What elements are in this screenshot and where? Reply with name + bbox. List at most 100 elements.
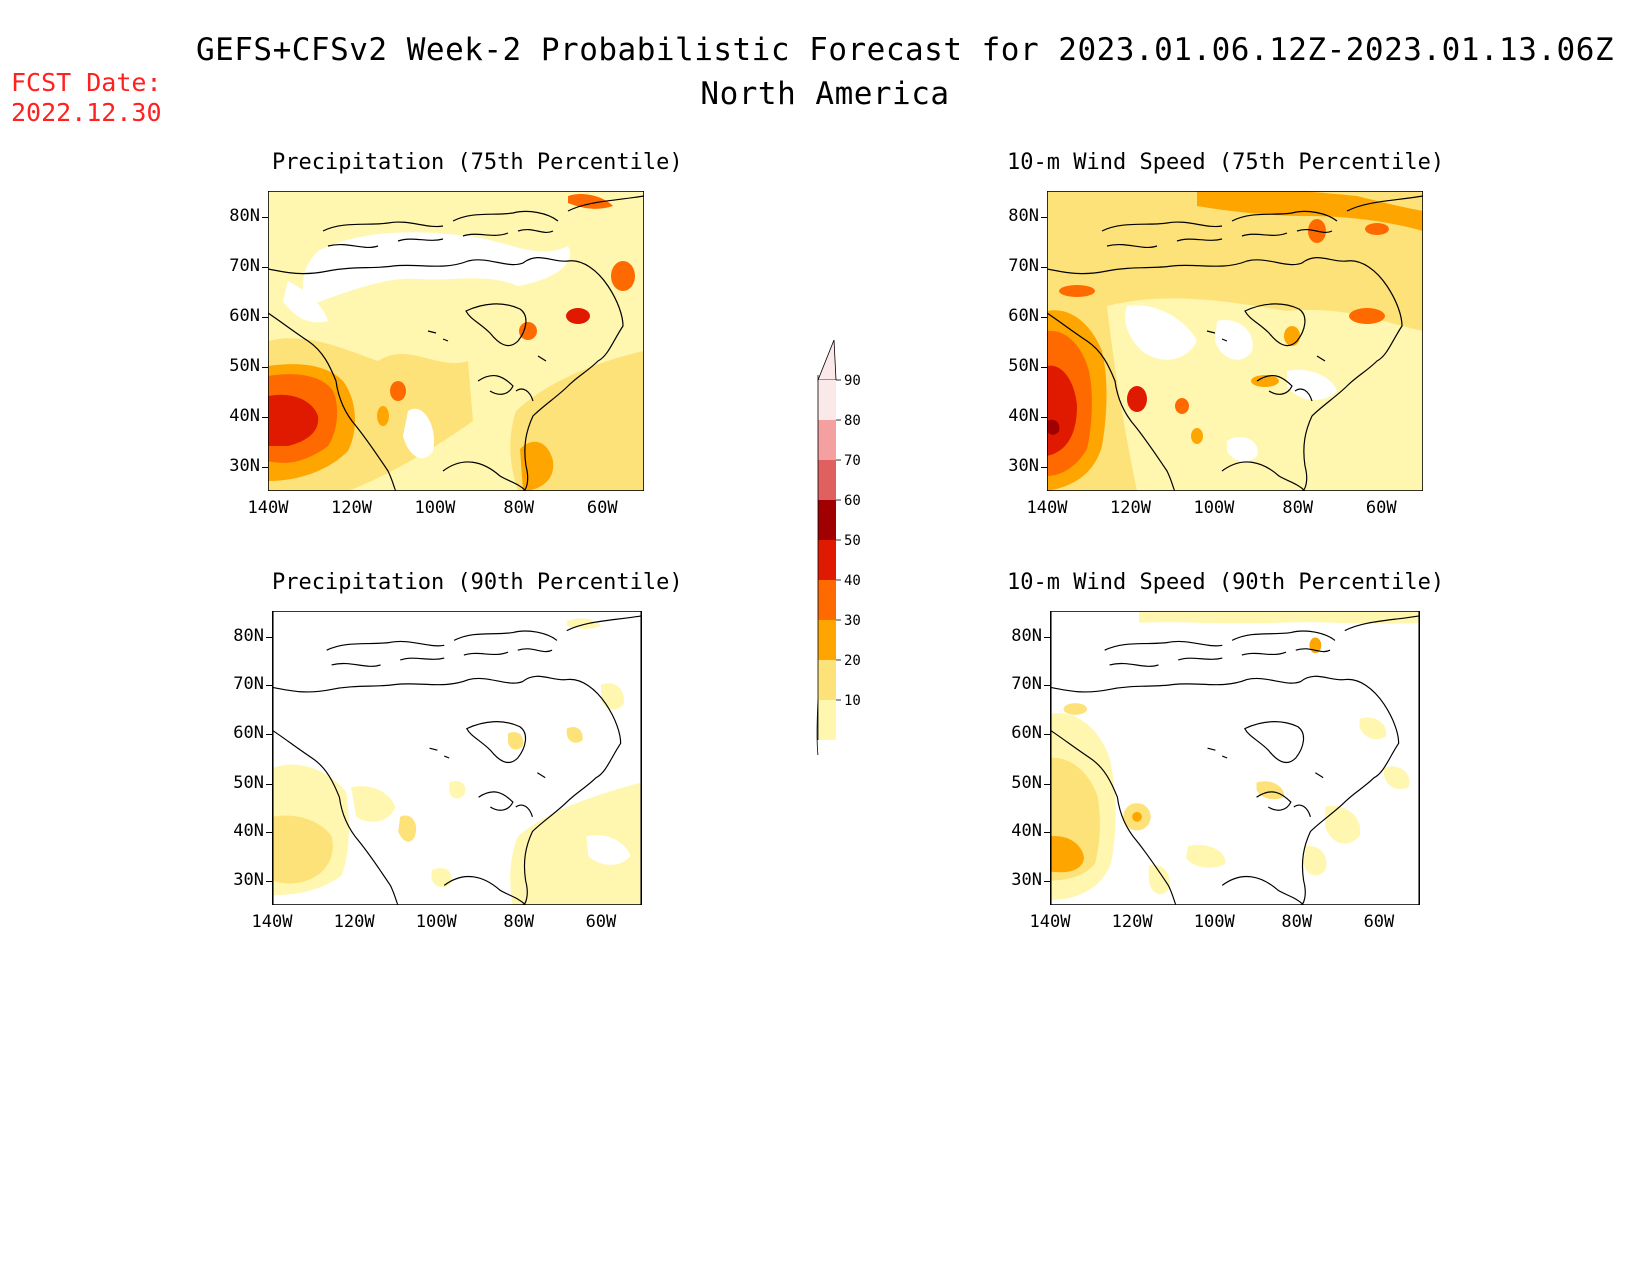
- lat-tick: [1041, 317, 1047, 318]
- lat-tick: [1044, 783, 1050, 785]
- lat-tick-label: 40N: [1011, 821, 1042, 842]
- lat-tick-label: 40N: [1008, 405, 1039, 426]
- title-line-1: GEFS+CFSv2 Week-2 Probabilistic Forecast…: [195, 32, 1615, 68]
- lon-tick-label: 100W: [414, 498, 456, 518]
- colorbar-segment: [818, 660, 836, 700]
- map-precip90: [272, 611, 642, 905]
- lat-tick-label: 60N: [1008, 306, 1039, 326]
- lat-tick: [266, 685, 272, 687]
- lon-tick-label: 100W: [1193, 912, 1235, 932]
- lat-tick: [1044, 734, 1050, 736]
- colorbar-bottom-edge: [816, 699, 819, 755]
- colorbar-label: 50: [844, 533, 861, 549]
- panel-title-precip90: Precipitation (90th Percentile): [272, 570, 683, 595]
- main-title: GEFS+CFSv2 Week-2 Probabilistic Forecast…: [0, 32, 1650, 120]
- lat-tick-label: 50N: [1011, 772, 1042, 793]
- colorbar-segment: [818, 580, 836, 620]
- lat-tick-label: 70N: [233, 674, 264, 695]
- colorbar-label: 80: [844, 413, 861, 429]
- colorbar-segment: [818, 460, 836, 500]
- lon-tick-label: 120W: [330, 498, 372, 518]
- lat-tick-label: 40N: [229, 405, 260, 426]
- colorbar: 90 80 70 60 50 40 30 20 10: [816, 339, 861, 755]
- lat-tick-label: 30N: [1011, 870, 1042, 891]
- lon-tick-label: 120W: [1111, 912, 1153, 932]
- lat-tick-label: 50N: [229, 356, 260, 377]
- lat-tick-label: 70N: [229, 255, 260, 276]
- lat-tick: [1041, 217, 1047, 219]
- lon-tick-label: 80W: [503, 498, 535, 518]
- coastlines: [1047, 195, 1423, 491]
- lon-tick-label: 60W: [586, 498, 618, 518]
- lat-tick: [262, 217, 268, 219]
- colorbar-segment: [818, 420, 836, 460]
- lon-tick-label: 100W: [1193, 498, 1235, 518]
- probability-shading: [1047, 191, 1423, 491]
- lat-tick: [262, 317, 268, 318]
- lat-tick: [1044, 636, 1050, 638]
- colorbar-segment: [818, 500, 836, 540]
- lat-tick-label: 60N: [1011, 723, 1042, 744]
- lat-tick-label: 60N: [229, 306, 260, 326]
- map-wind75: [1047, 191, 1423, 491]
- title-line-2: North America: [700, 76, 950, 112]
- lat-tick: [266, 783, 272, 785]
- lat-tick-label: 50N: [1008, 356, 1039, 377]
- colorbar-segment: [818, 700, 836, 740]
- fcst-date-label: FCST Date:: [11, 68, 162, 97]
- lat-tick-label: 30N: [1008, 456, 1039, 476]
- lon-tick-label: 80W: [1282, 498, 1314, 518]
- lat-tick-label: 80N: [233, 625, 264, 646]
- fcst-date-value: 2022.12.30: [11, 98, 162, 127]
- forecast-date-block: FCST Date: 2022.12.30: [11, 68, 162, 128]
- lon-tick-label: 80W: [1281, 912, 1313, 932]
- lon-tick-label: 140W: [1029, 912, 1071, 932]
- lon-tick-label: 60W: [1365, 498, 1397, 518]
- lat-tick-label: 50N: [233, 772, 264, 793]
- lat-tick: [262, 416, 268, 418]
- lat-tick-label: 70N: [1008, 255, 1039, 276]
- lat-tick: [266, 636, 272, 638]
- colorbar-top-cap: [817, 339, 837, 381]
- lat-tick: [1041, 367, 1047, 369]
- lat-tick-label: 70N: [1011, 674, 1042, 695]
- lat-tick: [1041, 266, 1047, 268]
- panel-title-precip75: Precipitation (75th Percentile): [272, 150, 683, 175]
- coastlines: [1050, 615, 1420, 905]
- lon-tick-label: 100W: [415, 912, 457, 932]
- lon-tick-label: 120W: [1109, 498, 1151, 518]
- lon-tick-label: 140W: [251, 912, 293, 932]
- lat-tick-label: 30N: [229, 456, 260, 476]
- lat-tick: [1044, 685, 1050, 687]
- lat-tick: [1041, 416, 1047, 418]
- lon-tick-label: 140W: [247, 498, 289, 518]
- panel-title-wind90: 10-m Wind Speed (90th Percentile): [1007, 570, 1445, 595]
- lon-tick-label: 120W: [333, 912, 375, 932]
- panel-title-wind75: 10-m Wind Speed (75th Percentile): [1007, 150, 1445, 175]
- lat-tick: [1041, 467, 1047, 468]
- lat-tick: [1044, 832, 1050, 834]
- lat-tick: [266, 881, 272, 883]
- map-precip75: [268, 191, 644, 491]
- colorbar-label: 40: [844, 573, 861, 589]
- lon-tick-label: 60W: [585, 912, 617, 932]
- lat-tick-label: 40N: [233, 821, 264, 842]
- probability-shading: [1050, 611, 1420, 905]
- lat-tick: [262, 367, 268, 369]
- colorbar-label: 90: [844, 373, 861, 389]
- lat-tick-label: 80N: [1011, 625, 1042, 646]
- lat-tick-label: 80N: [229, 206, 260, 227]
- lon-tick-label: 60W: [1363, 912, 1395, 932]
- colorbar-label: 20: [844, 653, 861, 669]
- colorbar-segment: [818, 540, 836, 580]
- coastlines: [268, 195, 644, 491]
- lat-tick: [1044, 881, 1050, 883]
- map-wind90: [1050, 611, 1420, 905]
- lat-tick: [266, 832, 272, 834]
- colorbar-label: 70: [844, 453, 861, 469]
- lat-tick-label: 80N: [1008, 206, 1039, 227]
- colorbar-label: 30: [844, 613, 861, 629]
- lat-tick: [262, 467, 268, 468]
- lat-tick-label: 30N: [233, 870, 264, 891]
- lon-tick-label: 80W: [503, 912, 535, 932]
